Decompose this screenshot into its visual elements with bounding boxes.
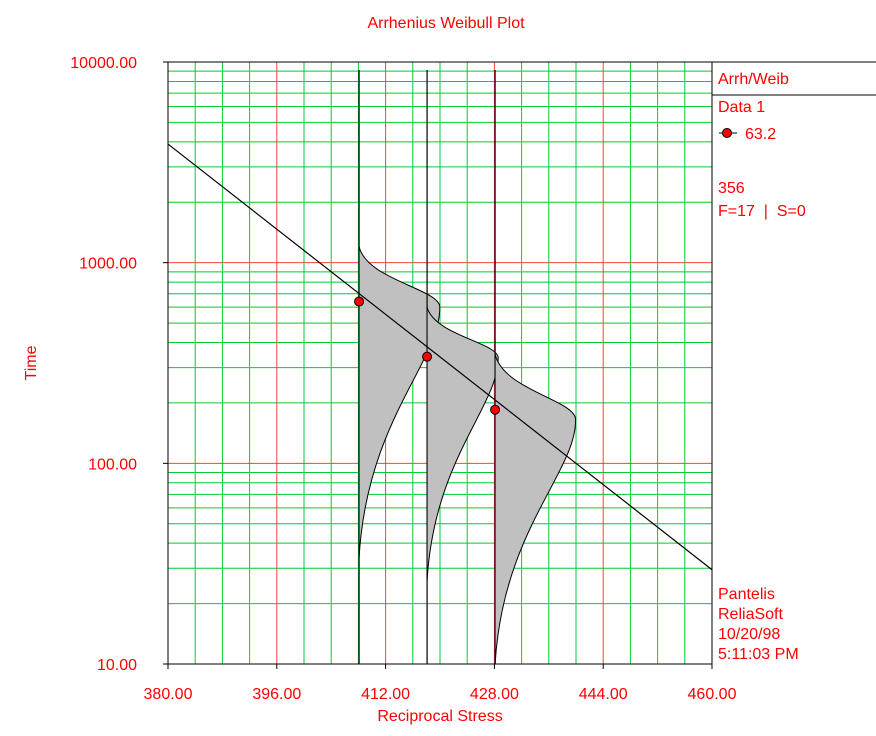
fit-line-layer bbox=[167, 143, 713, 571]
y-axis-label: Time bbox=[23, 345, 40, 380]
legend-author: Pantelis bbox=[718, 586, 775, 603]
x-tick-label: 412.00 bbox=[361, 686, 410, 703]
legend-dataset: Data 1 bbox=[718, 99, 765, 116]
y-tick-label: 10000.00 bbox=[70, 55, 137, 72]
x-tick-label: 428.00 bbox=[470, 686, 519, 703]
y-tick-label: 100.00 bbox=[88, 456, 137, 473]
tick-labels: 380.00 396.00 412.00 428.00 444.00 460.00 10.0… bbox=[70, 55, 736, 703]
x-tick-label: 444.00 bbox=[579, 686, 628, 703]
legend-panel: Arrh/Weib Data 1 63.2 356 F=17 | S=0 Pan… bbox=[712, 61, 876, 663]
data-points bbox=[354, 296, 501, 415]
chart-title: Arrhenius Weibull Plot bbox=[367, 15, 525, 32]
data-point bbox=[422, 351, 433, 362]
legend-model: Arrh/Weib bbox=[718, 71, 789, 88]
legend-marker bbox=[722, 128, 732, 138]
pdf-curve bbox=[494, 354, 577, 665]
x-tick-label: 396.00 bbox=[252, 686, 301, 703]
y-tick-label: 10.00 bbox=[97, 657, 137, 674]
legend-parameter: 356 bbox=[718, 180, 745, 197]
legend-counts: F=17 | S=0 bbox=[718, 203, 806, 220]
legend-marker-label: 63.2 bbox=[745, 126, 776, 143]
x-tick-label: 380.00 bbox=[144, 686, 193, 703]
data-point bbox=[490, 404, 501, 415]
fit-line bbox=[167, 143, 713, 571]
data-point bbox=[354, 296, 365, 307]
legend-time: 5:11:03 PM bbox=[718, 646, 799, 663]
x-axis-label: Reciprocal Stress bbox=[377, 708, 502, 725]
pdf-curves bbox=[358, 70, 577, 665]
y-tick-label: 1000.00 bbox=[79, 256, 137, 273]
x-tick-label: 460.00 bbox=[688, 686, 737, 703]
axes bbox=[167, 62, 713, 665]
legend-company: ReliaSoft bbox=[718, 606, 783, 623]
legend-date: 10/20/98 bbox=[718, 626, 780, 643]
pdf-curve bbox=[426, 307, 499, 581]
